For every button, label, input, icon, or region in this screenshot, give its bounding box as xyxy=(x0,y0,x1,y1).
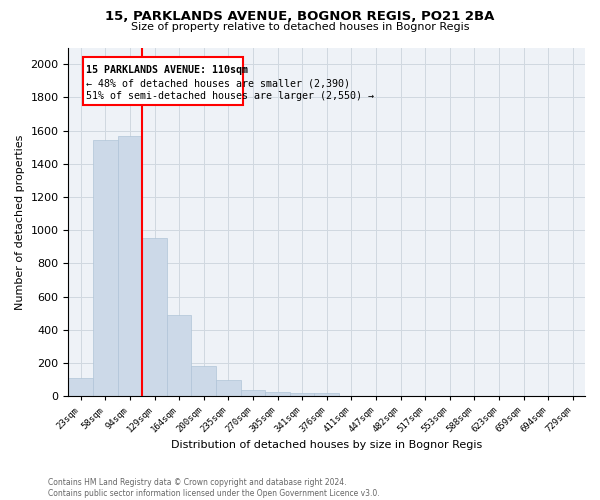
Text: 15 PARKLANDS AVENUE: 110sqm: 15 PARKLANDS AVENUE: 110sqm xyxy=(86,65,248,75)
Bar xyxy=(142,238,167,396)
Text: Size of property relative to detached houses in Bognor Regis: Size of property relative to detached ho… xyxy=(131,22,469,32)
Bar xyxy=(93,140,118,396)
Y-axis label: Number of detached properties: Number of detached properties xyxy=(15,134,25,310)
Text: 15, PARKLANDS AVENUE, BOGNOR REGIS, PO21 2BA: 15, PARKLANDS AVENUE, BOGNOR REGIS, PO21… xyxy=(106,10,494,23)
Bar xyxy=(241,390,265,396)
Text: 51% of semi-detached houses are larger (2,550) →: 51% of semi-detached houses are larger (… xyxy=(86,92,374,102)
Text: ← 48% of detached houses are smaller (2,390): ← 48% of detached houses are smaller (2,… xyxy=(86,78,350,88)
Bar xyxy=(118,136,142,396)
Bar xyxy=(167,315,191,396)
X-axis label: Distribution of detached houses by size in Bognor Regis: Distribution of detached houses by size … xyxy=(171,440,482,450)
Bar xyxy=(191,366,216,396)
Bar xyxy=(216,380,241,396)
Bar xyxy=(83,58,242,105)
Text: Contains HM Land Registry data © Crown copyright and database right 2024.
Contai: Contains HM Land Registry data © Crown c… xyxy=(48,478,380,498)
Bar xyxy=(265,392,290,396)
Bar xyxy=(290,394,314,396)
Bar xyxy=(68,378,93,396)
Bar xyxy=(314,394,339,396)
